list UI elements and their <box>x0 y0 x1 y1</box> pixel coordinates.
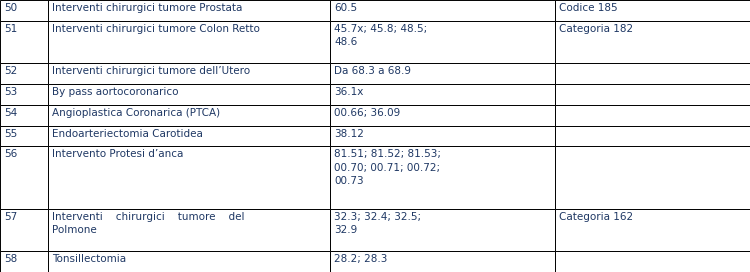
Bar <box>330 251 555 272</box>
Text: 36.1x: 36.1x <box>334 87 363 97</box>
Text: 28.2; 28.3: 28.2; 28.3 <box>334 254 387 264</box>
Bar <box>330 0 555 21</box>
Text: 00.66; 36.09: 00.66; 36.09 <box>334 108 400 118</box>
Text: Categoria 162: Categoria 162 <box>559 212 633 222</box>
Text: 60.5: 60.5 <box>334 3 357 13</box>
Text: Angioplastica Coronarica (PTCA): Angioplastica Coronarica (PTCA) <box>52 108 220 118</box>
Text: 51: 51 <box>4 24 17 34</box>
Bar <box>330 146 555 209</box>
Bar <box>0 21 48 63</box>
Bar <box>0 251 48 272</box>
Text: Codice 185: Codice 185 <box>559 3 618 13</box>
Text: 58: 58 <box>4 254 17 264</box>
Bar <box>555 209 750 251</box>
Text: 53: 53 <box>4 87 17 97</box>
Bar <box>48 0 330 21</box>
Text: By pass aortocoronarico: By pass aortocoronarico <box>52 87 178 97</box>
Text: Intervento Protesi d’anca: Intervento Protesi d’anca <box>52 149 183 159</box>
Text: 52: 52 <box>4 66 17 76</box>
Text: Interventi chirurgici tumore Colon Retto: Interventi chirurgici tumore Colon Retto <box>52 24 260 34</box>
Text: Interventi    chirurgici    tumore    del
Polmone: Interventi chirurgici tumore del Polmone <box>52 212 244 236</box>
Bar <box>0 126 48 146</box>
Text: 32.3; 32.4; 32.5;
32.9: 32.3; 32.4; 32.5; 32.9 <box>334 212 422 236</box>
Bar <box>555 126 750 146</box>
Bar <box>0 146 48 209</box>
Bar <box>48 84 330 105</box>
Bar <box>555 251 750 272</box>
Text: 55: 55 <box>4 129 17 138</box>
Bar <box>0 84 48 105</box>
Text: 38.12: 38.12 <box>334 129 364 138</box>
Bar <box>330 84 555 105</box>
Text: Interventi chirurgici tumore Prostata: Interventi chirurgici tumore Prostata <box>52 3 242 13</box>
Bar <box>0 105 48 126</box>
Bar <box>555 84 750 105</box>
Bar <box>48 126 330 146</box>
Bar <box>48 63 330 84</box>
Bar <box>555 146 750 209</box>
Bar <box>330 105 555 126</box>
Text: 81.51; 81.52; 81.53;
00.70; 00.71; 00.72;
00.73: 81.51; 81.52; 81.53; 00.70; 00.71; 00.72… <box>334 149 441 186</box>
Bar <box>330 63 555 84</box>
Bar <box>48 251 330 272</box>
Bar <box>330 21 555 63</box>
Bar <box>555 63 750 84</box>
Text: 54: 54 <box>4 108 17 118</box>
Bar <box>330 209 555 251</box>
Bar <box>555 105 750 126</box>
Text: 45.7x; 45.8; 48.5;
48.6: 45.7x; 45.8; 48.5; 48.6 <box>334 24 427 47</box>
Bar <box>48 146 330 209</box>
Text: 56: 56 <box>4 149 17 159</box>
Bar <box>0 0 48 21</box>
Bar <box>0 209 48 251</box>
Bar <box>555 0 750 21</box>
Bar <box>330 126 555 146</box>
Text: 50: 50 <box>4 3 17 13</box>
Bar <box>555 21 750 63</box>
Bar <box>48 209 330 251</box>
Text: Da 68.3 a 68.9: Da 68.3 a 68.9 <box>334 66 411 76</box>
Text: Endoarteriectomia Carotidea: Endoarteriectomia Carotidea <box>52 129 202 138</box>
Bar <box>0 63 48 84</box>
Text: Categoria 182: Categoria 182 <box>559 24 633 34</box>
Text: Interventi chirurgici tumore dell’Utero: Interventi chirurgici tumore dell’Utero <box>52 66 250 76</box>
Text: Tonsillectomia: Tonsillectomia <box>52 254 126 264</box>
Bar <box>48 21 330 63</box>
Text: 57: 57 <box>4 212 17 222</box>
Bar <box>48 105 330 126</box>
